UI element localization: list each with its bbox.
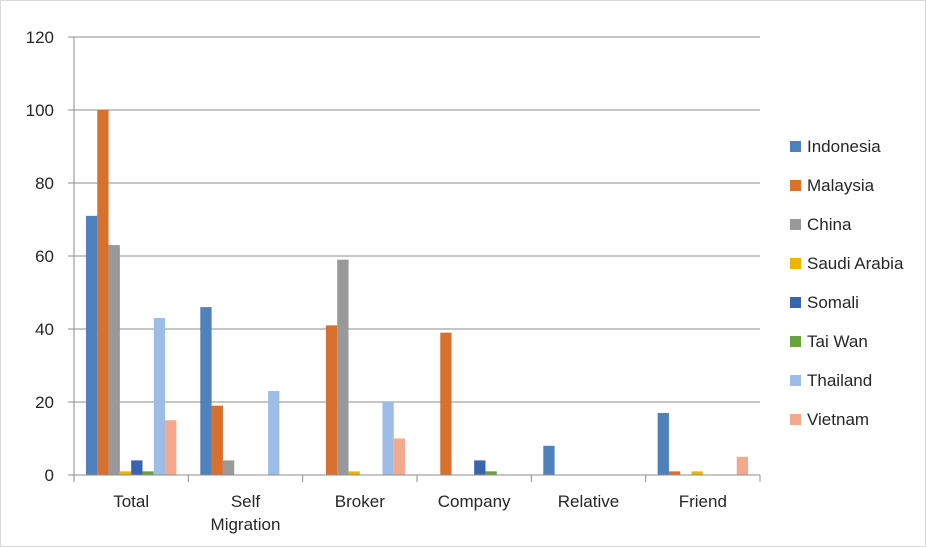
bar-company-tai-wan [485,471,497,475]
bars [85,110,749,475]
legend-swatch-saudi-arabia [790,258,801,269]
y-tick-label-60: 60 [35,247,54,266]
axes [68,36,761,482]
gridlines [74,36,760,403]
bar-friend-saudi-arabia [691,471,703,475]
legend-swatch-somali [790,297,801,308]
legend-label-somali: Somali [807,293,859,312]
legend-label-tai-wan: Tai Wan [807,332,868,351]
bar-total-somali [131,460,143,475]
x-tick-label-broker: Broker [335,492,385,511]
bar-self-migration-malaysia [211,405,223,475]
bar-total-saudi-arabia [119,471,132,475]
bar-friend-vietnam [736,456,749,475]
y-tick-label-80: 80 [35,174,54,193]
bar-total-tai-wan [142,471,154,475]
bar-broker-saudi-arabia [348,471,360,475]
y-tick-label-0: 0 [45,466,54,485]
legend-swatch-malaysia [790,180,801,191]
legend-swatch-vietnam [790,414,801,425]
bar-total-china [108,245,120,475]
bar-total-malaysia [97,110,109,475]
legend-swatch-china [790,219,801,230]
x-tick-labels: Total Self Migration Broker Company Relative F… [113,492,727,534]
x-tick-label-relative: Relative [558,492,619,511]
legend-label-thailand: Thailand [807,371,872,390]
legend-label-indonesia: Indonesia [807,137,881,156]
bar-total-thailand [153,318,166,475]
x-tick-label-total: Total [113,492,149,511]
legend-swatch-indonesia [790,141,801,152]
bar-self-migration-china [222,460,235,475]
y-tick-label-100: 100 [26,101,54,120]
legend-label-vietnam: Vietnam [807,410,869,429]
y-tick-labels: 0 20 40 60 80 100 120 [26,28,54,485]
bar-self-migration-thailand [268,391,280,475]
legend-swatch-tai-wan [790,336,801,347]
legend-label-malaysia: Malaysia [807,176,875,195]
bar-relative-indonesia [543,445,555,475]
bar-broker-thailand [382,402,394,475]
x-tick-label-friend: Friend [679,492,727,511]
legend-swatch-thailand [790,375,801,386]
bar-broker-vietnam [393,438,406,475]
bar-broker-china [337,259,349,475]
y-tick-label-40: 40 [35,320,54,339]
x-tick-label-company: Company [438,492,511,511]
bar-friend-indonesia [657,412,669,475]
bar-total-indonesia [85,215,98,475]
bar-broker-malaysia [325,325,338,475]
bar-total-vietnam [165,420,177,475]
bar-company-malaysia [440,332,452,475]
legend-label-saudi-arabia: Saudi Arabia [807,254,904,273]
legend-label-china: China [807,215,852,234]
y-tick-label-20: 20 [35,393,54,412]
bar-company-somali [474,460,486,475]
y-tick-label-120: 120 [26,28,54,47]
bar-self-migration-indonesia [200,307,212,475]
legend: Indonesia Malaysia China Saudi Arabia Somali… [790,137,904,429]
bar-friend-malaysia [668,471,681,475]
x-tick-label-self-migration: Self Migration [211,492,281,534]
